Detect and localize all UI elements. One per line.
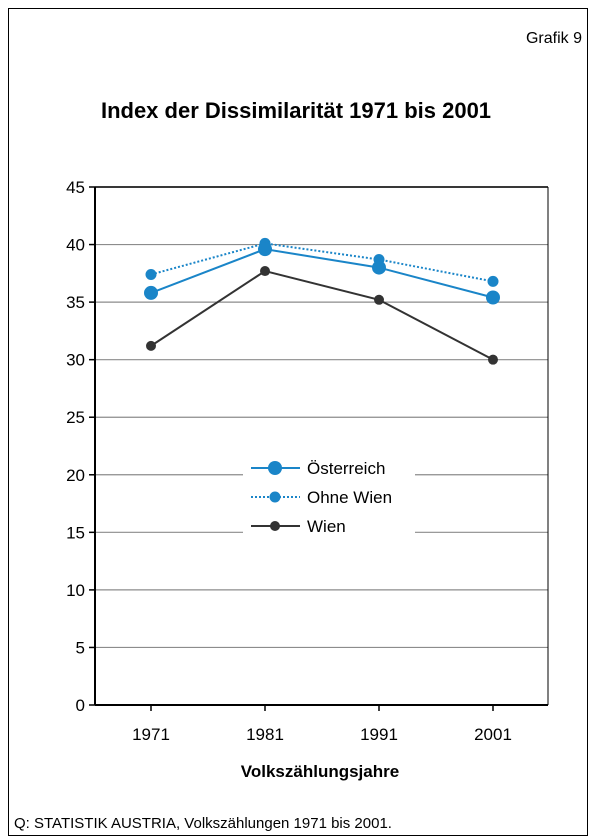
y-tick-label: 45 — [66, 178, 85, 197]
y-tick-label: 25 — [66, 408, 85, 427]
series-ohne-wien — [145, 237, 499, 287]
x-axis-ticks: 1971 1981 1991 2001 — [132, 705, 512, 744]
data-point — [258, 242, 272, 257]
figure-label: Grafik 9 — [525, 30, 582, 47]
legend-marker — [270, 521, 280, 531]
line-chart: 0 5 10 15 20 25 30 35 40 45 1971 1981 1991 2001 Öste… — [66, 178, 549, 781]
series-line — [150, 242, 494, 283]
chart-title: Index der Dissimilarität 1971 bis 2001 — [100, 98, 492, 123]
x-tick-label: 1981 — [246, 725, 284, 744]
axes — [94, 186, 549, 706]
figure-frame — [8, 8, 588, 836]
y-tick-label: 20 — [66, 466, 85, 485]
y-axis-ticks: 0 5 10 15 20 25 30 35 40 45 — [66, 178, 95, 715]
grid-lines — [95, 186, 548, 649]
x-tick-label: 1991 — [360, 725, 398, 744]
data-point — [144, 285, 158, 300]
x-tick-label: 1971 — [132, 725, 170, 744]
series-line — [150, 248, 494, 299]
data-point — [260, 266, 270, 277]
data-point — [372, 260, 386, 275]
data-point — [486, 290, 500, 305]
y-tick-label: 15 — [66, 523, 85, 542]
legend-marker — [269, 491, 281, 503]
x-axis-label: Volkszählungsjahre — [241, 762, 399, 781]
y-tick-label: 10 — [66, 581, 85, 600]
x-tick-label: 2001 — [474, 725, 512, 744]
legend-label: Österreich — [307, 459, 385, 478]
data-point — [487, 275, 499, 287]
series-group — [144, 237, 500, 365]
legend-marker — [268, 461, 282, 475]
y-tick-label: 30 — [66, 351, 85, 370]
y-tick-label: 0 — [76, 696, 85, 715]
series-line — [150, 269, 494, 361]
series-österreich — [144, 242, 500, 305]
data-point — [488, 354, 498, 365]
legend-label: Ohne Wien — [307, 488, 392, 507]
y-tick-label: 40 — [66, 236, 85, 255]
y-tick-label: 35 — [66, 293, 85, 312]
y-tick-label: 5 — [76, 638, 85, 657]
legend: Österreich Ohne Wien Wien — [243, 455, 415, 550]
series-wien — [146, 266, 498, 365]
legend-label: Wien — [307, 517, 346, 536]
data-point — [374, 294, 384, 305]
data-point — [146, 340, 156, 351]
source-note: Q: STATISTIK AUSTRIA, Volkszählungen 197… — [14, 815, 392, 832]
data-point — [145, 268, 157, 280]
